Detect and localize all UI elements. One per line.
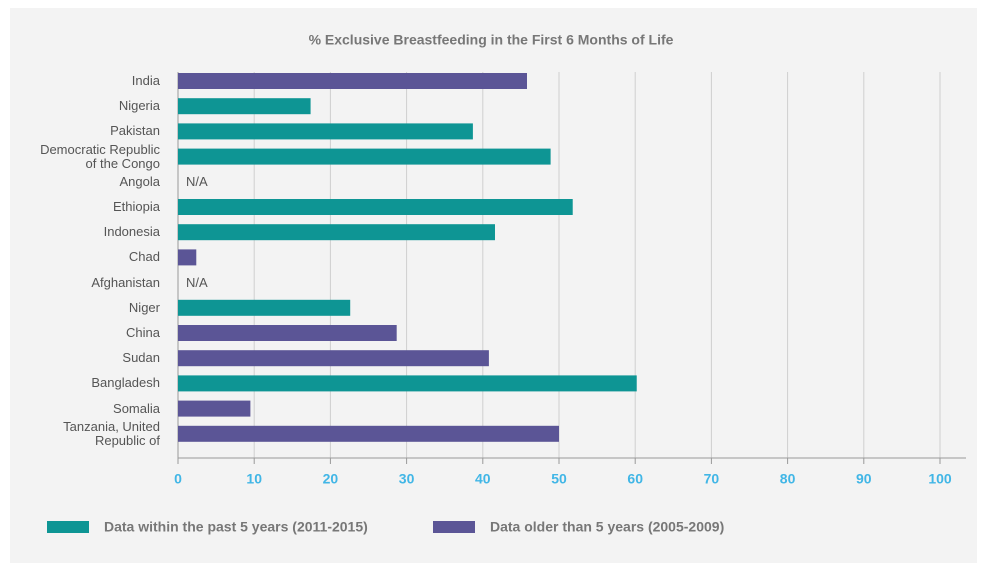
bar xyxy=(178,199,573,215)
y-tick-label: Indonesia xyxy=(103,224,160,240)
x-tick-label: 10 xyxy=(246,471,262,487)
y-tick-label: India xyxy=(131,73,160,88)
x-tick-label: 40 xyxy=(475,471,491,487)
bar xyxy=(178,249,197,266)
bar xyxy=(178,224,495,241)
legend-swatch xyxy=(433,521,475,533)
y-tick-label: Chad xyxy=(128,249,160,265)
legend-swatch xyxy=(47,521,89,533)
y-tick-label: Afghanistan xyxy=(91,274,160,290)
y-tick-label: Tanzania, United Republic of xyxy=(63,418,160,448)
y-tick-label: Sudan xyxy=(122,350,160,366)
x-tick-label: 60 xyxy=(627,471,643,487)
bar xyxy=(178,375,637,392)
bar xyxy=(178,325,397,341)
x-tick-label: 70 xyxy=(704,471,720,487)
bar xyxy=(178,73,527,89)
panel xyxy=(10,8,977,563)
legend-label: Data older than 5 years (2005-2009) xyxy=(490,519,724,535)
y-tick-label: Democratic Republic of the Congo xyxy=(40,141,160,171)
bar xyxy=(178,98,311,115)
bar xyxy=(178,123,473,140)
legend-label: Data within the past 5 years (2011-2015) xyxy=(104,519,368,535)
y-tick-label: Angola xyxy=(119,173,160,189)
y-tick-label: China xyxy=(126,325,160,340)
y-tick-label: Nigeria xyxy=(118,98,160,114)
x-tick-label: 100 xyxy=(928,471,952,487)
x-tick-label: 30 xyxy=(399,471,415,487)
x-tick-label: 80 xyxy=(780,471,796,487)
missing-label: N/A xyxy=(186,174,208,189)
y-tick-label: Bangladesh xyxy=(91,375,160,391)
bar xyxy=(178,425,559,442)
y-tick-label: Somalia xyxy=(113,400,160,416)
x-tick-label: 0 xyxy=(174,471,182,487)
x-tick-label: 50 xyxy=(551,471,567,487)
bar xyxy=(178,400,251,417)
x-tick-label: 20 xyxy=(323,471,339,487)
y-tick-label: Ethiopia xyxy=(113,199,160,214)
y-tick-label: Niger xyxy=(128,299,160,315)
bar xyxy=(178,299,351,316)
chart-title: % Exclusive Breastfeeding in the First 6… xyxy=(309,32,674,48)
missing-label: N/A xyxy=(186,275,208,290)
y-tick-label: Pakistan xyxy=(110,123,160,139)
bar xyxy=(178,350,489,367)
bar xyxy=(178,148,551,165)
x-tick-label: 90 xyxy=(856,471,872,487)
